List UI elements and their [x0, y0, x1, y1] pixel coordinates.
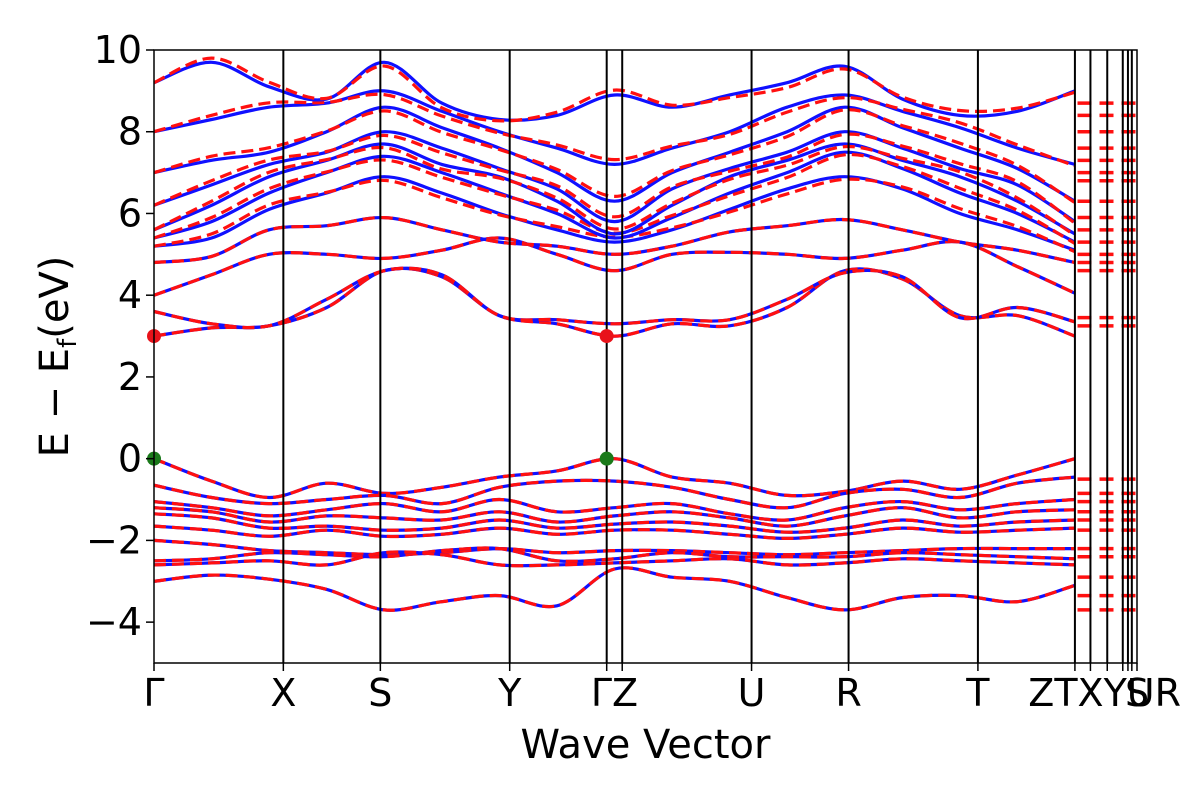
y-axis-label-main: E − E: [32, 348, 78, 458]
conduction-band-2-dashed: [153, 266, 1076, 330]
x-tick-label-1: X: [270, 671, 296, 715]
vbm-marker-4: [599, 451, 614, 466]
conduction-band-2-solid: [153, 266, 1076, 330]
y-tick-label-5: 6: [118, 191, 142, 235]
valence-band-9-solid: [153, 550, 1075, 568]
x-tick-label-7: T: [965, 671, 990, 715]
conduction-band-3-solid: [153, 236, 1076, 297]
x-tick-label-8: ZTXYUR: [1028, 671, 1181, 715]
valence-band-2-dashed: [153, 475, 1076, 510]
x-tick-label-9: S: [1125, 671, 1149, 715]
conduction-band-11-solid: [153, 60, 1076, 122]
valence-band-8-dashed: [153, 546, 1075, 564]
plot-frame: [153, 49, 1138, 664]
band-lines: [153, 56, 1137, 612]
y-axis-label-unit: (eV): [32, 256, 78, 339]
x-tick-label-5: U: [738, 671, 766, 715]
y-tick-label-3: 2: [118, 355, 142, 399]
y-tick-label-7: 10: [94, 28, 142, 72]
y-axis-ticks: −4 −2 0 2 4 6 8 10: [86, 28, 154, 644]
conduction-band-10-solid: [153, 89, 1076, 167]
x-tick-label-2: S: [368, 671, 392, 715]
conduction-band-11-dashed: [153, 56, 1076, 123]
conduction-band-7-dashed: [153, 144, 1076, 237]
valence-band-3-solid: [153, 497, 1076, 522]
y-tick-label-6: 8: [118, 110, 142, 154]
y-axis-label: E − Ef(eV): [32, 256, 83, 458]
y-tick-label-4: 4: [118, 273, 142, 317]
valence-band-1-dashed: [153, 457, 1076, 500]
y-tick-label-1: −2: [86, 518, 142, 562]
valence-band-10-dashed: [153, 566, 1076, 612]
valence-band-6-solid: [153, 524, 1075, 541]
conduction-band-5-solid: [153, 175, 1076, 252]
conduction-band-3-dashed: [153, 236, 1076, 297]
y-tick-label-2: 0: [118, 437, 142, 481]
conduction-band-6-solid: [153, 150, 1076, 244]
y-tick-label-0: −4: [86, 600, 142, 644]
valence-band-5-solid: [153, 512, 1075, 534]
x-axis-label: Wave Vector: [521, 722, 772, 768]
y-axis-label-subscript: f: [53, 338, 83, 348]
conduction-band-4-dashed: [153, 215, 1076, 265]
cbm-marker-2: [599, 329, 614, 344]
conduction-band-7-solid: [153, 142, 1076, 236]
x-tick-label-3: Y: [497, 671, 522, 715]
kpoint-vertical-lines: [282, 50, 1133, 663]
valence-band-7-dashed: [153, 538, 1075, 557]
x-tick-label-0: Γ: [143, 671, 164, 715]
conduction-band-8-dashed: [153, 132, 1076, 225]
x-tick-label-6: R: [835, 671, 861, 715]
valence-band-4-solid: [153, 506, 1075, 528]
conduction-band-8-solid: [153, 130, 1076, 224]
valence-band-10-solid: [153, 566, 1076, 612]
conduction-band-9-dashed: [153, 108, 1076, 204]
x-tick-label-4: ΓZ: [591, 671, 638, 715]
conduction-band-10-dashed: [153, 92, 1076, 168]
